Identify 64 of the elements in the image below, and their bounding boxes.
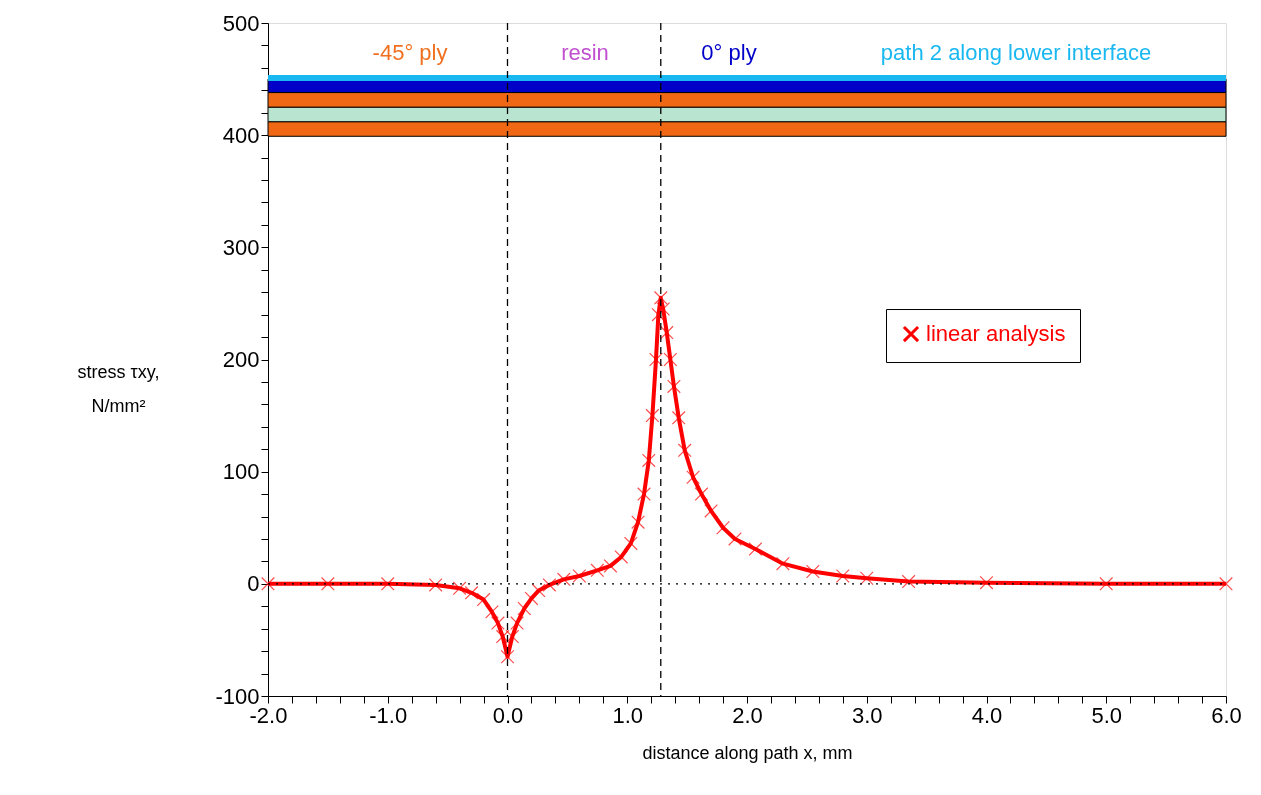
point (656, 302, 671, 316)
point (637, 487, 651, 502)
point (667, 379, 681, 394)
x-tick-label: 3.0 (851, 702, 883, 728)
y-tick-label: 400 (222, 122, 260, 148)
point (645, 408, 660, 423)
point (641, 453, 656, 468)
point (517, 601, 532, 616)
point (510, 616, 525, 631)
point (1219, 576, 1233, 591)
point (476, 592, 491, 607)
y-tick-label: 0 (247, 571, 260, 597)
y-tick-label: 100 (222, 459, 260, 485)
point (835, 569, 850, 583)
annotation: path 2 along lower interface (880, 40, 1152, 65)
point (485, 604, 499, 619)
x-tick-label: 5.0 (1091, 702, 1123, 728)
point (677, 443, 692, 458)
point (531, 583, 546, 598)
point (556, 572, 571, 587)
point (859, 571, 874, 586)
y-axis-title: stress τxy, N/mm² (77, 362, 160, 417)
point (805, 564, 820, 579)
x-tick-label: 0.0 (492, 702, 524, 728)
annotation: 0° ply (701, 40, 757, 65)
point (901, 574, 916, 589)
point (653, 290, 668, 305)
y-tick-label: 300 (222, 234, 260, 260)
legend-label: linear analysis (926, 321, 1066, 347)
point (428, 578, 443, 592)
point (748, 542, 763, 556)
point (590, 563, 605, 578)
point (623, 536, 638, 551)
point (261, 576, 275, 591)
point (659, 325, 674, 340)
point (631, 515, 645, 530)
y-tick-label: -100 (215, 683, 260, 709)
point (452, 581, 467, 596)
x-tick-label: 1.0 (612, 702, 644, 728)
point (380, 576, 395, 591)
y-tick-label: 500 (222, 10, 260, 36)
annotation: -45° ply (372, 40, 448, 65)
point (671, 410, 686, 425)
point (686, 470, 701, 485)
point (320, 576, 335, 591)
point (704, 504, 718, 518)
point (694, 487, 709, 502)
x-tick-label: 6.0 (1211, 702, 1242, 728)
point (500, 649, 515, 664)
point (572, 569, 587, 583)
point (979, 575, 994, 590)
point (728, 532, 742, 546)
y-tick-label: 200 (222, 347, 260, 372)
point (1099, 576, 1114, 591)
x-axis-title: distance along path x, mm (642, 742, 853, 763)
point (776, 556, 790, 571)
point (542, 578, 557, 592)
annotation: resin (561, 40, 609, 65)
x-tick-label: -1.0 (369, 702, 408, 728)
point (603, 558, 618, 573)
point (490, 616, 505, 631)
x-tick-label: 2.0 (732, 702, 763, 728)
x-tick-label: 4.0 (971, 702, 1003, 728)
point (464, 585, 479, 600)
